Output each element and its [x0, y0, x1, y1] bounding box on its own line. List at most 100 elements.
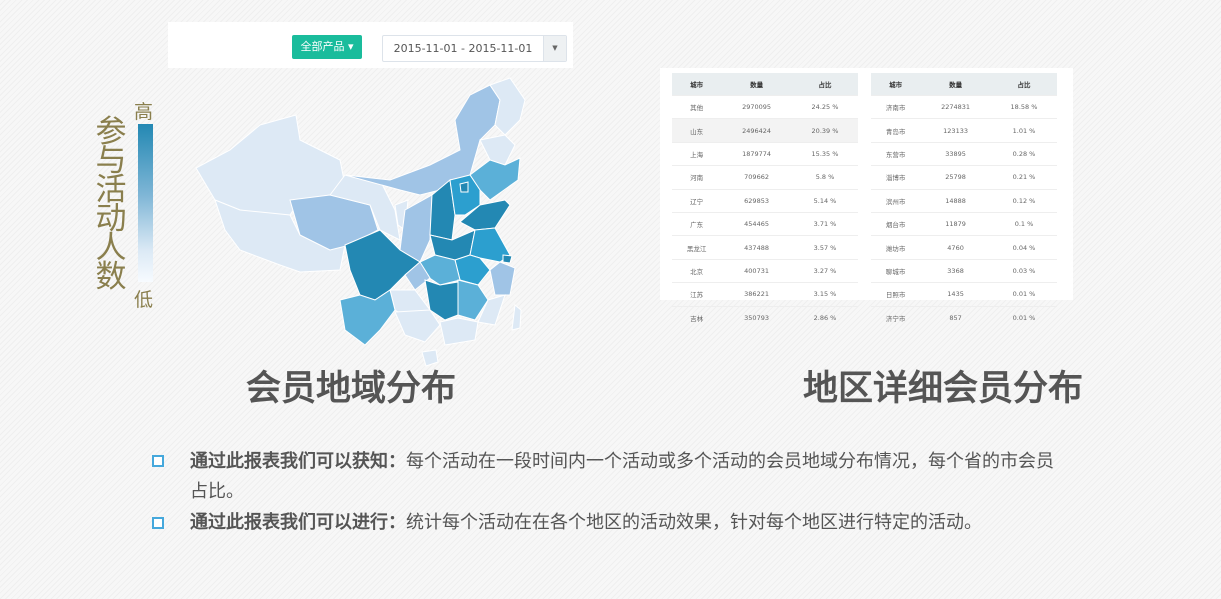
percent-cell: 5.14 %	[791, 188, 858, 213]
column-header[interactable]: 占比	[791, 73, 858, 96]
date-range-picker[interactable]: 2015-11-01 - 2015-11-01 ▼	[382, 35, 567, 62]
region-hainan[interactable]	[421, 349, 439, 367]
table-row[interactable]: 辽宁 629853 5.14 %	[672, 188, 858, 213]
region-detail-tables: 城市 数量 占比 其他 2970095 24.25 % 山东 2496424 20.39 …	[660, 68, 1073, 329]
region-zhejiang[interactable]	[489, 261, 516, 296]
column-header[interactable]: 数量	[721, 73, 792, 96]
region-shaanxi[interactable]	[399, 194, 433, 263]
column-header[interactable]: 城市	[672, 73, 722, 96]
city-cell: 黑龙江	[672, 235, 722, 260]
table-row[interactable]: 潍坊市 4760 0.04 %	[871, 235, 1057, 260]
region-fujian[interactable]	[477, 294, 506, 326]
region-jiangxi[interactable]	[457, 279, 489, 321]
table-row[interactable]: 青岛市 123133 1.01 %	[871, 118, 1057, 143]
region-chongqing[interactable]	[404, 261, 431, 291]
region-guangxi[interactable]	[394, 309, 441, 343]
region-yunnan[interactable]	[339, 289, 396, 346]
table-row[interactable]: 淄博市 25798 0.21 %	[871, 165, 1057, 190]
city-cell: 聊城市	[871, 258, 921, 283]
count-cell: 400731	[721, 258, 792, 283]
region-liaoning[interactable]	[469, 157, 521, 201]
count-cell: 2274831	[920, 94, 991, 119]
caret-down-icon[interactable]: ▼	[543, 36, 566, 61]
product-dropdown-button[interactable]: 全部产品 ▾	[292, 35, 362, 59]
percent-cell: 0.1 %	[990, 211, 1057, 236]
region-beijing[interactable]	[459, 181, 469, 193]
column-header[interactable]: 数量	[920, 73, 991, 96]
bullet-text: 每个活动在一段时间内一个活动或多个活动的会员地域分布情况，每个省的市会员占比。	[190, 451, 1054, 502]
table-row[interactable]: 黑龙江 437488 3.57 %	[672, 235, 858, 260]
filter-bar: 全部产品 ▾ 2015-11-01 - 2015-11-01 ▼	[168, 22, 573, 68]
region-sichuan[interactable]	[344, 229, 421, 301]
region-shanghai[interactable]	[502, 254, 513, 264]
percent-cell: 18.58 %	[990, 94, 1057, 119]
table-row[interactable]: 北京 400731 3.27 %	[672, 258, 858, 283]
percent-cell: 2.86 %	[791, 305, 858, 329]
city-table: 城市 数量 占比 济南市 2274831 18.58 % 青岛市 123133 1.01 …	[871, 73, 1057, 329]
table-row[interactable]: 其他 2970095 24.25 %	[672, 94, 858, 119]
percent-cell: 0.01 %	[990, 305, 1057, 329]
legend-title: 参与活动人数	[95, 114, 127, 295]
city-cell: 济宁市	[871, 305, 921, 329]
city-cell: 江苏	[672, 282, 722, 307]
count-cell: 123133	[920, 118, 991, 143]
percent-cell: 0.03 %	[990, 258, 1057, 283]
table-row[interactable]: 吉林 350793 2.86 %	[672, 305, 858, 329]
table-row[interactable]: 日照市 1435 0.01 %	[871, 282, 1057, 307]
percent-cell: 0.28 %	[990, 141, 1057, 166]
count-cell: 3368	[920, 258, 991, 283]
bullet-item: 通过此报表我们可以进行：统计每个活动在在各个地区的活动效果，针对每个地区进行特定…	[190, 508, 1070, 538]
count-cell: 386221	[721, 282, 792, 307]
city-cell: 吉林	[672, 305, 722, 329]
count-cell: 629853	[721, 188, 792, 213]
legend-gradient-bar	[138, 124, 153, 282]
city-cell: 淄博市	[871, 165, 921, 190]
city-cell: 其他	[672, 94, 722, 119]
legend-low-label: 低	[134, 289, 154, 311]
bullet-label: 通过此报表我们可以进行：	[190, 512, 406, 533]
table-row[interactable]: 上海 1879774 15.35 %	[672, 141, 858, 166]
region-tibet[interactable]	[214, 199, 346, 273]
detail-heading: 地区详细会员分布	[803, 369, 1084, 409]
table-row[interactable]: 滨州市 14888 0.12 %	[871, 188, 1057, 213]
table-row[interactable]: 河南 709662 5.8 %	[672, 165, 858, 190]
table-row[interactable]: 东营市 33895 0.28 %	[871, 141, 1057, 166]
region-jilin[interactable]	[479, 134, 516, 166]
count-cell: 857	[920, 305, 991, 329]
table-row[interactable]: 江苏 386221 3.15 %	[672, 282, 858, 307]
region-guangdong[interactable]	[439, 317, 479, 346]
table-row[interactable]: 山东 2496424 20.39 %	[672, 118, 858, 143]
column-header[interactable]: 城市	[871, 73, 921, 96]
count-cell: 2970095	[721, 94, 792, 119]
count-cell: 4760	[920, 235, 991, 260]
region-heilongjiang[interactable]	[489, 77, 526, 136]
percent-cell: 15.35 %	[791, 141, 858, 166]
city-cell: 潍坊市	[871, 235, 921, 260]
city-cell: 滨州市	[871, 188, 921, 213]
city-cell: 东营市	[871, 141, 921, 166]
count-cell: 437488	[721, 235, 792, 260]
percent-cell: 0.21 %	[990, 165, 1057, 190]
table-row[interactable]: 济南市 2274831 18.58 %	[871, 94, 1057, 119]
city-cell: 济南市	[871, 94, 921, 119]
table-row[interactable]: 广东 454465 3.71 %	[672, 211, 858, 236]
city-cell: 上海	[672, 141, 722, 166]
percent-cell: 0.04 %	[990, 235, 1057, 260]
table-row[interactable]: 聊城市 3368 0.03 %	[871, 258, 1057, 283]
count-cell: 1435	[920, 282, 991, 307]
city-cell: 山东	[672, 118, 722, 143]
count-cell: 1879774	[721, 141, 792, 166]
city-cell: 青岛市	[871, 118, 921, 143]
percent-cell: 1.01 %	[990, 118, 1057, 143]
column-header[interactable]: 占比	[990, 73, 1057, 96]
percent-cell: 0.01 %	[990, 282, 1057, 307]
region-taiwan[interactable]	[511, 304, 522, 331]
table-row[interactable]: 济宁市 857 0.01 %	[871, 305, 1057, 329]
region-shanxi[interactable]	[429, 179, 456, 241]
city-cell: 日照市	[871, 282, 921, 307]
bullet-label: 通过此报表我们可以获知：	[190, 451, 406, 472]
count-cell: 709662	[721, 165, 792, 190]
percent-cell: 0.12 %	[990, 188, 1057, 213]
product-button-label: 全部产品	[300, 40, 345, 53]
table-row[interactable]: 烟台市 11879 0.1 %	[871, 211, 1057, 236]
